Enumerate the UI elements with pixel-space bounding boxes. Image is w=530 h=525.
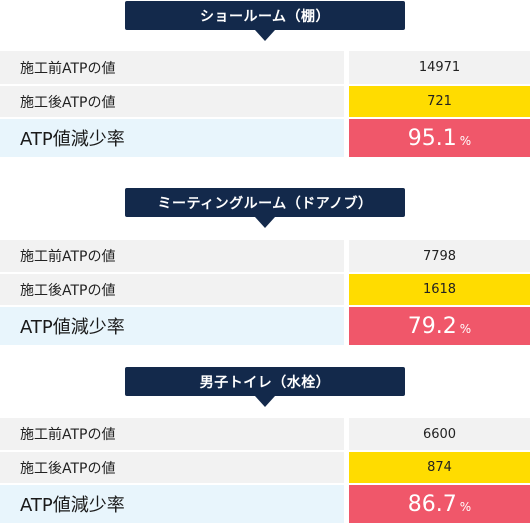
after-value: 721	[349, 86, 530, 117]
section-title: 男子トイレ（水栓）	[125, 367, 405, 407]
after-row: 施工後ATPの値 1618	[0, 274, 530, 305]
caret-down-icon	[255, 396, 275, 407]
rate-number: 86.7	[407, 491, 457, 517]
rate-number: 79.2	[407, 313, 457, 339]
before-row: 施工前ATPの値 14971	[0, 51, 530, 84]
after-value: 1618	[349, 274, 530, 305]
rate-row: ATP値減少率 79.2%	[0, 307, 530, 345]
section-title-text: ミーティングルーム（ドアノブ）	[157, 195, 373, 212]
before-row: 施工前ATPの値 7798	[0, 240, 530, 272]
rate-unit: %	[459, 322, 472, 336]
before-label: 施工前ATPの値	[0, 418, 344, 450]
caret-down-icon	[255, 30, 275, 41]
after-row: 施工後ATPの値 721	[0, 86, 530, 117]
rate-label: ATP値減少率	[0, 307, 344, 345]
before-value: 7798	[349, 240, 530, 272]
rate-number: 95.1	[407, 125, 457, 151]
caret-down-icon	[255, 217, 275, 228]
rate-value: 86.7%	[349, 485, 530, 523]
before-value: 14971	[349, 51, 530, 84]
rate-unit: %	[459, 134, 472, 148]
after-label: 施工後ATPの値	[0, 452, 344, 483]
rate-row: ATP値減少率 95.1%	[0, 119, 530, 157]
before-label: 施工前ATPの値	[0, 51, 344, 84]
after-label: 施工後ATPの値	[0, 86, 344, 117]
rate-value: 79.2%	[349, 307, 530, 345]
section-title-text: ショールーム（棚）	[199, 8, 331, 25]
rate-value: 95.1%	[349, 119, 530, 157]
rate-label: ATP値減少率	[0, 485, 344, 523]
section-title: ショールーム（棚）	[125, 1, 405, 41]
after-label: 施工後ATPの値	[0, 274, 344, 305]
before-row: 施工前ATPの値 6600	[0, 418, 530, 450]
after-value: 874	[349, 452, 530, 483]
section-title-text: 男子トイレ（水栓）	[199, 374, 331, 391]
after-row: 施工後ATPの値 874	[0, 452, 530, 483]
rate-label: ATP値減少率	[0, 119, 344, 157]
rate-unit: %	[459, 500, 472, 514]
section-title: ミーティングルーム（ドアノブ）	[125, 188, 405, 228]
rate-row: ATP値減少率 86.7%	[0, 485, 530, 523]
before-value: 6600	[349, 418, 530, 450]
before-label: 施工前ATPの値	[0, 240, 344, 272]
